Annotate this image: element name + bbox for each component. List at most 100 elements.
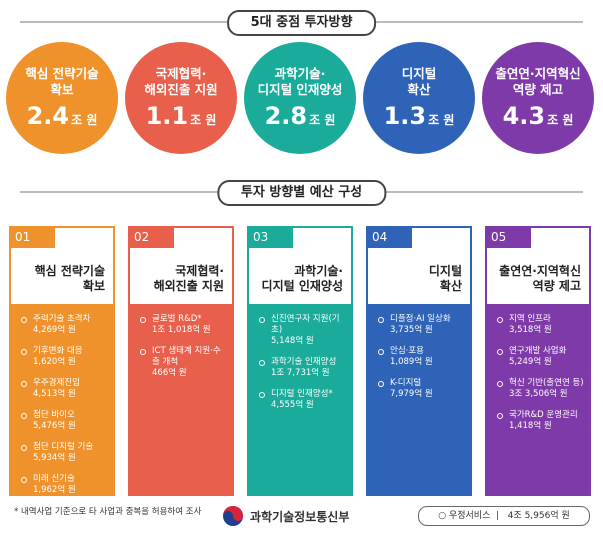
budget-item: K-디지털 7,979억 원 [378,378,466,400]
item-amount: 1,418억 원 [509,421,552,431]
circle-amount: 1.3 조 원 [363,102,475,130]
item-name: 미래 신기술 [33,474,75,484]
amount-number: 4.3 [502,102,546,130]
item-name: 과학기술 인재양성 [271,357,337,367]
ministry-name: 과학기술정보통신부 [250,510,350,524]
item-name: 우주경제진입 [33,378,80,388]
amount-number: 1.3 [383,102,427,130]
circle-amount: 1.1 조 원 [125,102,237,130]
item-name: ICT 생태계 지원·수출 개척 [152,346,221,367]
circle-title: 디지털 인재양성 [257,82,343,97]
budget-item: 연구개발 사업화 5,249억 원 [497,346,585,368]
item-amount: 4,555억 원 [271,400,314,410]
item-amount: 5,934억 원 [33,453,76,463]
banner: 투자 방향별 예산 구성 [0,180,603,206]
amount-number: 2.4 [26,102,70,130]
item-name: 기후변화 대응 [33,346,83,356]
card-title-line: 디지털 [428,264,462,278]
investment-circle: 디지털 확산 1.3 조 원 [363,42,475,154]
item-name: 첨단 바이오 [33,410,75,420]
card-title-line: 출연연·지역혁신 [499,264,581,278]
card-title-line: 확보 [82,279,105,293]
circle-title: 디지털 [401,66,437,81]
amount-number: 1.1 [145,102,189,130]
item-amount: 5,249억 원 [509,357,552,367]
card-title: 출연연·지역혁신 역량 제고 [499,264,581,294]
banner: 5대 중점 투자방향 [0,10,603,36]
budget-card: 03 과학기술· 디지털 인재양성 신진연구자 지원(기초) 5,148억 원 과학기술 … [247,226,353,496]
item-amount: 4,269억 원 [33,325,76,335]
card-number: 05 [485,226,531,248]
item-amount: 1조 1,018억 원 [152,325,211,335]
item-amount: 5,476억 원 [33,421,76,431]
card-title: 디지털 확산 [429,264,462,294]
card-body: 주력기술 초격차 4,269억 원 기후변화 대응 1,620억 원 우주경제진입 4,5… [11,304,113,496]
card-title-line: 핵심 전략기술 [34,264,105,278]
item-amount: 4,513억 원 [33,389,76,399]
amount-unit: 조 원 [428,113,455,127]
item-name: K-디지털 [390,378,422,388]
budget-item: ICT 생태계 지원·수출 개척 466억 원 [140,346,228,379]
postal-name: 우정서비스 [448,511,491,521]
amount-unit: 조 원 [71,113,98,127]
item-amount: 1,089억 원 [390,357,433,367]
card-title: 과학기술· 디지털 인재양성 [262,264,343,294]
card-title-line: 확산 [439,279,462,293]
card-title-line: 해외진출 지원 [153,279,224,293]
amount-unit: 조 원 [190,113,217,127]
amount-unit: 조 원 [547,113,574,127]
item-amount: 1조 7,731억 원 [271,368,330,378]
item-name: 지역 인프라 [509,314,551,324]
item-name: 디플정·AI 일상화 [390,314,451,324]
item-name: 첨단 디지털 기술 [33,442,94,452]
budget-item: 디지털 인재양성* 4,555억 원 [259,389,347,411]
circle-amount: 2.8 조 원 [244,102,356,130]
card-number: 01 [9,226,55,248]
budget-item: 글로벌 R&D* 1조 1,018억 원 [140,314,228,336]
item-name: 국가R&D 운영관리 [509,410,578,420]
card-title-line: 국제협력· [175,264,224,278]
investment-circle: 과학기술· 디지털 인재양성 2.8 조 원 [244,42,356,154]
budget-item: 첨단 디지털 기술 5,934억 원 [21,442,109,464]
item-name: 글로벌 R&D* [152,314,202,324]
item-name: 혁신 기반(출연연 등) [509,378,584,388]
budget-item: 주력기술 초격차 4,269억 원 [21,314,109,336]
budget-item: 국가R&D 운영관리 1,418억 원 [497,410,585,432]
amount-unit: 조 원 [309,113,336,127]
item-amount: 5,148억 원 [271,336,314,346]
budget-item: 안심·포용 1,089억 원 [378,346,466,368]
card-title-line: 역량 제고 [532,279,581,293]
budget-item: 우주경제진입 4,513억 원 [21,378,109,400]
item-name: 안심·포용 [390,346,424,356]
item-name: 주력기술 초격차 [33,314,91,324]
circle-title: 과학기술· [274,66,326,81]
card-number: 04 [366,226,412,248]
ministry-logo [223,506,243,526]
card-number: 02 [128,226,174,248]
circle-amount: 2.4 조 원 [6,102,118,130]
card-title: 국제협력· 해외진출 지원 [154,264,224,294]
item-name: 연구개발 사업화 [509,346,567,356]
budget-item: 디플정·AI 일상화 3,735억 원 [378,314,466,336]
item-amount: 3조 3,506억 원 [509,389,568,399]
footnote: * 내역사업 기준으로 타 사업과 중복을 허용하여 조사 [14,507,202,517]
card-title: 핵심 전략기술 확보 [35,264,105,294]
amount-number: 2.8 [264,102,308,130]
circle-title: 국제협력· [155,66,207,81]
postal-amount: 4조 5,956억 원 [507,511,570,521]
circle-title: 핵심 전략기술 [25,66,99,81]
item-amount: 3,518억 원 [509,325,552,335]
budget-card: 01 핵심 전략기술 확보 주력기술 초격차 4,269억 원 기후변화 대응 1,620억… [9,226,115,496]
circle-title: 역량 제고 [512,82,564,97]
circle-title: 출연연·지역혁신 [495,66,581,81]
item-amount: 3,735억 원 [390,325,433,335]
budget-item: 미래 신기술 1,962억 원 [21,474,109,496]
circle-amount: 4.3 조 원 [482,102,594,130]
budget-item: 신진연구자 지원(기초) 5,148억 원 [259,314,347,347]
